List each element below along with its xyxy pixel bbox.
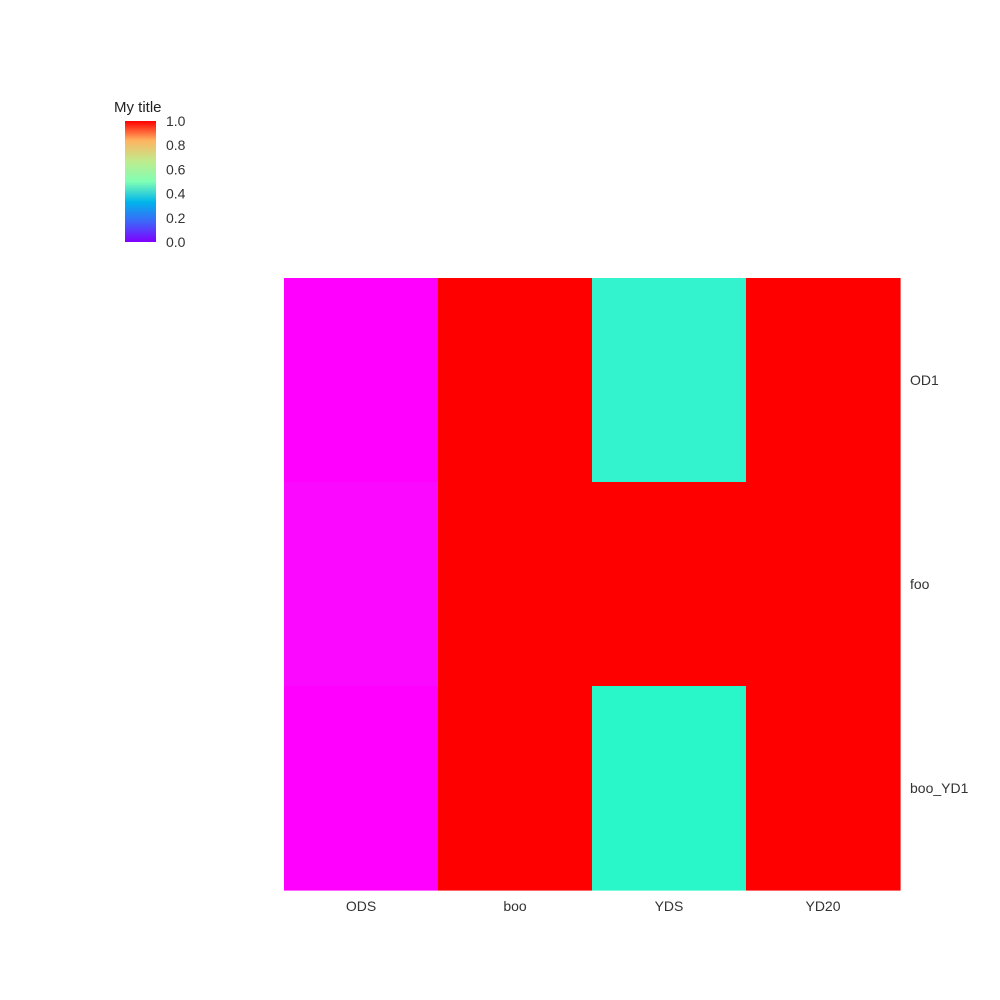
heatmap-cell [592,278,747,483]
heatmap-cell [438,482,593,687]
heatmap-cells [284,278,901,891]
colorbar-gradient [125,121,156,242]
x-tick-label: YD20 [805,898,840,914]
y-axis-labels: OD1 foo boo_YD1 [910,372,969,796]
heatmap-cell [592,686,747,891]
heatmap-cell [438,278,593,483]
heatmap-cell [284,686,439,891]
heatmap-cell [746,482,901,687]
colorbar-legend: My title 0.0 0.2 0.4 0.6 0.8 1.0 [114,99,186,250]
x-tick-label: YDS [655,898,684,914]
colorbar-tick-label: 0.6 [166,161,186,177]
heatmap-cell [438,686,593,891]
heatmap-cell [284,482,439,687]
colorbar-tick-label: 0.2 [166,210,186,226]
x-tick-label: ODS [346,898,376,914]
y-tick-label: foo [910,576,930,592]
heatmap-cell [746,278,901,483]
x-axis-labels: ODS boo YDS YD20 [346,898,841,914]
y-tick-label: OD1 [910,372,939,388]
colorbar-tick-label: 0.4 [166,186,186,202]
colorbar-tick-label: 0.0 [166,234,186,250]
heatmap-cell [284,278,439,483]
y-tick-label: boo_YD1 [910,780,969,796]
heatmap-cell [592,482,747,687]
heatmap-cell [746,686,901,891]
colorbar-tick-label: 1.0 [166,113,186,129]
colorbar-ticks: 0.0 0.2 0.4 0.6 0.8 1.0 [166,113,186,250]
colorbar-tick-label: 0.8 [166,137,186,153]
colorbar-title: My title [114,99,162,116]
x-tick-label: boo [503,898,527,914]
